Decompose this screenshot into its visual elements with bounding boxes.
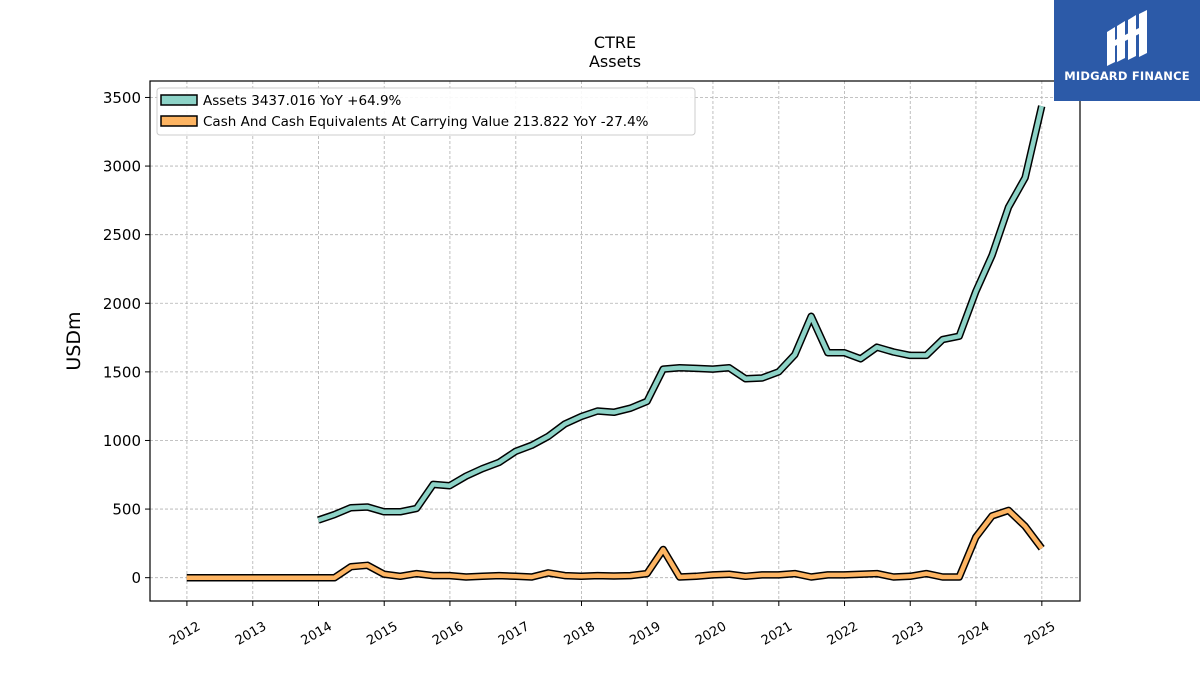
y-tick-label: 2500 (103, 226, 141, 244)
series-layer (186, 105, 1046, 582)
series-core (186, 508, 1044, 580)
x-tick-label: 2025 (1022, 619, 1058, 649)
y-tick-label: 500 (112, 501, 141, 519)
midgard-logo-icon (1107, 10, 1147, 66)
y-tick-label: 1000 (103, 432, 141, 450)
x-tick-label: 2016 (430, 619, 466, 649)
y-tick-label: 3000 (103, 158, 141, 176)
legend-label: Assets 3437.016 YoY +64.9% (203, 93, 402, 109)
legend-swatch (160, 115, 198, 127)
x-tick-label: 2021 (759, 619, 795, 649)
x-tick-label: 2020 (693, 619, 729, 649)
legend-swatch (160, 94, 198, 106)
x-tick-label: 2018 (562, 619, 598, 649)
y-tick-label: 0 (131, 569, 141, 587)
grid-layer (150, 81, 1080, 601)
series-outline (186, 506, 1045, 582)
y-axis-label: USDm (63, 311, 85, 370)
legend: Assets 3437.016 YoY +64.9% Cash And Cash … (156, 87, 696, 136)
chart-subtitle: Assets (589, 52, 641, 71)
series-line-assets (317, 105, 1046, 524)
y-tick-label: 1500 (103, 363, 141, 381)
x-tick-label: 2024 (956, 619, 992, 649)
x-tick-label: 2023 (890, 619, 926, 649)
brand-logo: MIDGARD FINANCE (1054, 0, 1200, 101)
legend-label: Cash And Cash Equivalents At Carrying Va… (203, 114, 649, 130)
series-core (317, 105, 1044, 523)
axis-layer: 0 500 1000 1500 2000 2500 3000 3500 2012 2013 2014… (103, 89, 1058, 649)
brand-name: MIDGARD FINANCE (1064, 69, 1190, 83)
series-outline (317, 105, 1046, 524)
x-tick-label: 2012 (167, 619, 203, 649)
y-tick-label: 2000 (103, 295, 141, 313)
legend-box (156, 87, 696, 136)
y-tick-label: 3500 (103, 89, 141, 107)
x-tick-label: 2015 (364, 619, 400, 649)
x-tick-label: 2013 (233, 619, 269, 649)
x-tick-label: 2014 (299, 619, 335, 649)
x-tick-label: 2022 (825, 619, 861, 649)
series-line-cash (186, 506, 1045, 582)
x-tick-label: 2017 (496, 619, 532, 649)
chart-title: CTRE (594, 33, 636, 52)
plot-frame (149, 80, 1081, 602)
x-tick-label: 2019 (627, 619, 663, 649)
